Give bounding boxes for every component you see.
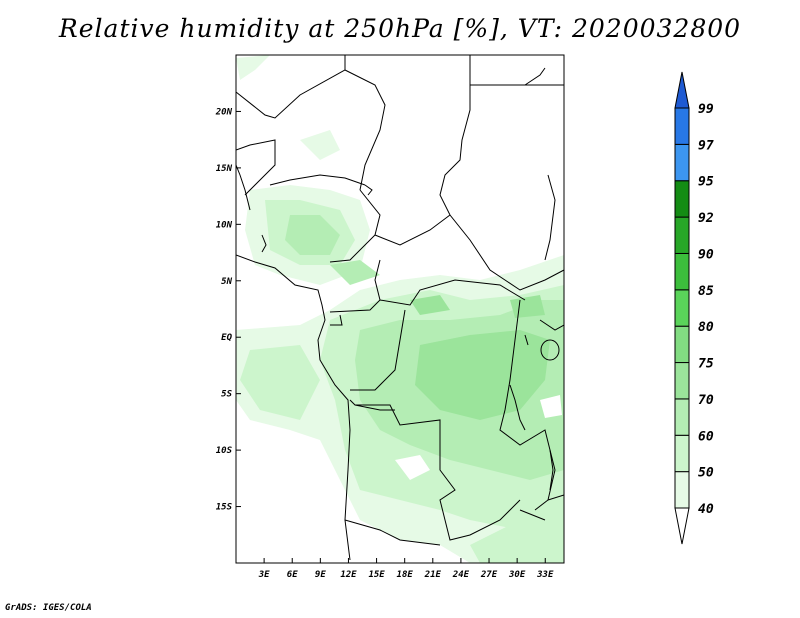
colorbar-label: 80	[698, 320, 714, 335]
colorbar-segment	[674, 216, 690, 254]
humidity-dry-patch	[395, 455, 430, 480]
border	[349, 399, 521, 541]
border	[544, 174, 556, 261]
lake-chad	[364, 184, 373, 196]
border	[344, 519, 441, 546]
lake-albert	[524, 334, 529, 346]
lake-volta	[261, 234, 267, 253]
border	[547, 494, 564, 501]
border	[236, 69, 386, 191]
border	[519, 509, 546, 521]
y-tick-label: EQ	[221, 333, 232, 343]
colorbar-label: 99	[698, 102, 714, 117]
lake-victoria	[540, 339, 560, 361]
y-tick-label: 10S	[216, 446, 233, 456]
border	[379, 279, 526, 306]
coastline	[236, 164, 251, 211]
x-tick-label: 21E	[424, 570, 442, 580]
colorbar: 40 50 60 70 75 80 85 90 92 95 97 99	[674, 71, 714, 545]
lake-malawi	[549, 449, 554, 491]
colorbar-segment	[674, 507, 690, 545]
colorbar-label: 95	[698, 175, 714, 190]
colorbar-label: 90	[698, 247, 714, 262]
border	[499, 299, 556, 511]
humidity-contour-60	[470, 515, 564, 563]
humidity-contour-70	[285, 215, 340, 255]
y-tick-label: 15S	[216, 503, 233, 513]
colorbar-segment	[674, 362, 690, 400]
y-tick-label: 10N	[216, 220, 233, 230]
x-tick-label: 12E	[340, 570, 357, 580]
colorbar-segment	[674, 143, 690, 182]
colorbar-label: 70	[698, 393, 714, 408]
border	[439, 55, 564, 291]
x-axis: 3E 6E 9E 12E 15E 18E 21E 24E 27E 30E 33E	[258, 558, 554, 580]
x-tick-label: 27E	[480, 570, 498, 580]
y-tick-label: 5N	[221, 277, 232, 287]
border	[539, 319, 564, 331]
colorbar-label: 92	[698, 211, 714, 226]
colorbar-segment	[674, 252, 690, 291]
colorbar-label: 75	[698, 357, 714, 372]
map-title: Relative humidity at 250hPa [%], VT: 202…	[58, 14, 742, 43]
map-frame	[235, 54, 565, 564]
colorbar-segment	[674, 398, 690, 436]
x-tick-label: 3E	[258, 570, 270, 580]
x-tick-label: 6E	[287, 570, 298, 580]
x-tick-label: 33E	[536, 570, 554, 580]
border	[236, 139, 276, 196]
border	[374, 214, 451, 246]
lake-tanganyika	[509, 384, 526, 431]
x-tick-label: 24E	[452, 570, 470, 580]
humidity-contour-60	[240, 345, 320, 420]
border	[354, 404, 395, 411]
country-borders	[236, 55, 564, 561]
x-tick-label: 15E	[368, 570, 385, 580]
colorbar-label: 60	[698, 429, 714, 444]
grads-credit: GrADS: IGES/COLA	[5, 603, 92, 613]
border	[330, 314, 343, 326]
colorbar-label: 85	[698, 284, 714, 299]
humidity-shading	[236, 55, 564, 563]
colorbar-segment	[674, 471, 690, 509]
colorbar-segment	[674, 71, 690, 109]
humidity-contour-75	[415, 330, 550, 420]
humidity-dry-patch	[540, 395, 562, 418]
humidity-contour-50	[236, 55, 270, 80]
y-tick-label: 15N	[216, 164, 233, 174]
colorbar-label: 97	[698, 138, 714, 153]
colorbar-segment	[674, 289, 690, 327]
border	[350, 309, 406, 391]
x-tick-label: 30E	[508, 570, 526, 580]
colorbar-segment	[674, 180, 690, 218]
colorbar-label: 50	[698, 466, 714, 481]
colorbar-label: 40	[698, 502, 714, 517]
colorbar-segment	[674, 434, 690, 473]
y-axis: 20N 15N 10N 5N EQ 5S 10S 15S	[215, 107, 241, 513]
colorbar-segment	[674, 107, 690, 145]
humidity-contour-75	[410, 295, 450, 315]
coastline	[236, 254, 351, 561]
colorbar-segment	[674, 325, 690, 364]
humidity-contour-50	[300, 130, 340, 160]
x-tick-label: 9E	[315, 570, 326, 580]
x-tick-label: 18E	[397, 570, 414, 580]
y-tick-label: 20N	[215, 107, 233, 117]
y-tick-label: 5S	[221, 390, 232, 400]
border	[269, 174, 366, 186]
border	[524, 67, 546, 86]
humidity-contour-70	[330, 260, 380, 285]
